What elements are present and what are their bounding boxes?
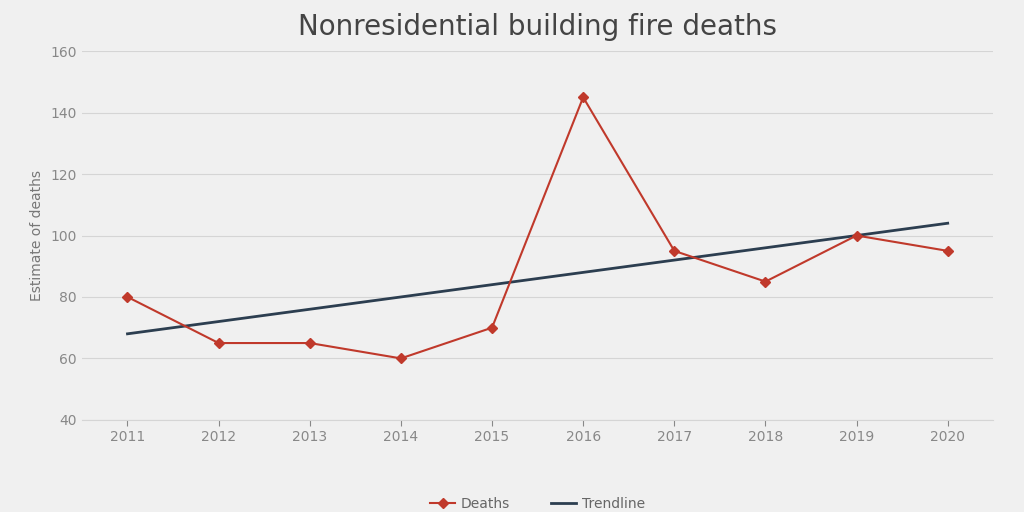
- Legend: Deaths, Trendline: Deaths, Trendline: [425, 491, 650, 512]
- Y-axis label: Estimate of deaths: Estimate of deaths: [30, 170, 44, 301]
- Title: Nonresidential building fire deaths: Nonresidential building fire deaths: [298, 12, 777, 40]
